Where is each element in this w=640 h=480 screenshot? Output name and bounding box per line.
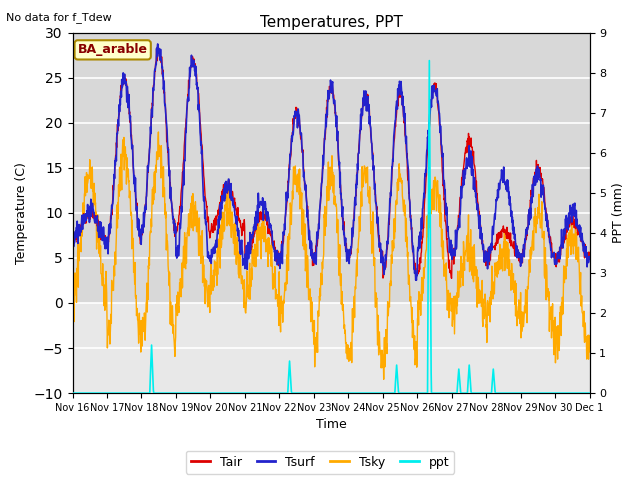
Legend: Tair, Tsurf, Tsky, ppt: Tair, Tsurf, Tsky, ppt — [186, 451, 454, 474]
Text: BA_arable: BA_arable — [77, 43, 148, 56]
Text: No data for f_Tdew: No data for f_Tdew — [6, 12, 112, 23]
Bar — [72, 33, 589, 303]
X-axis label: Time: Time — [316, 419, 346, 432]
Y-axis label: PPT (mm): PPT (mm) — [612, 182, 625, 243]
Y-axis label: Temperature (C): Temperature (C) — [15, 162, 28, 264]
Title: Temperatures, PPT: Temperatures, PPT — [260, 15, 403, 30]
